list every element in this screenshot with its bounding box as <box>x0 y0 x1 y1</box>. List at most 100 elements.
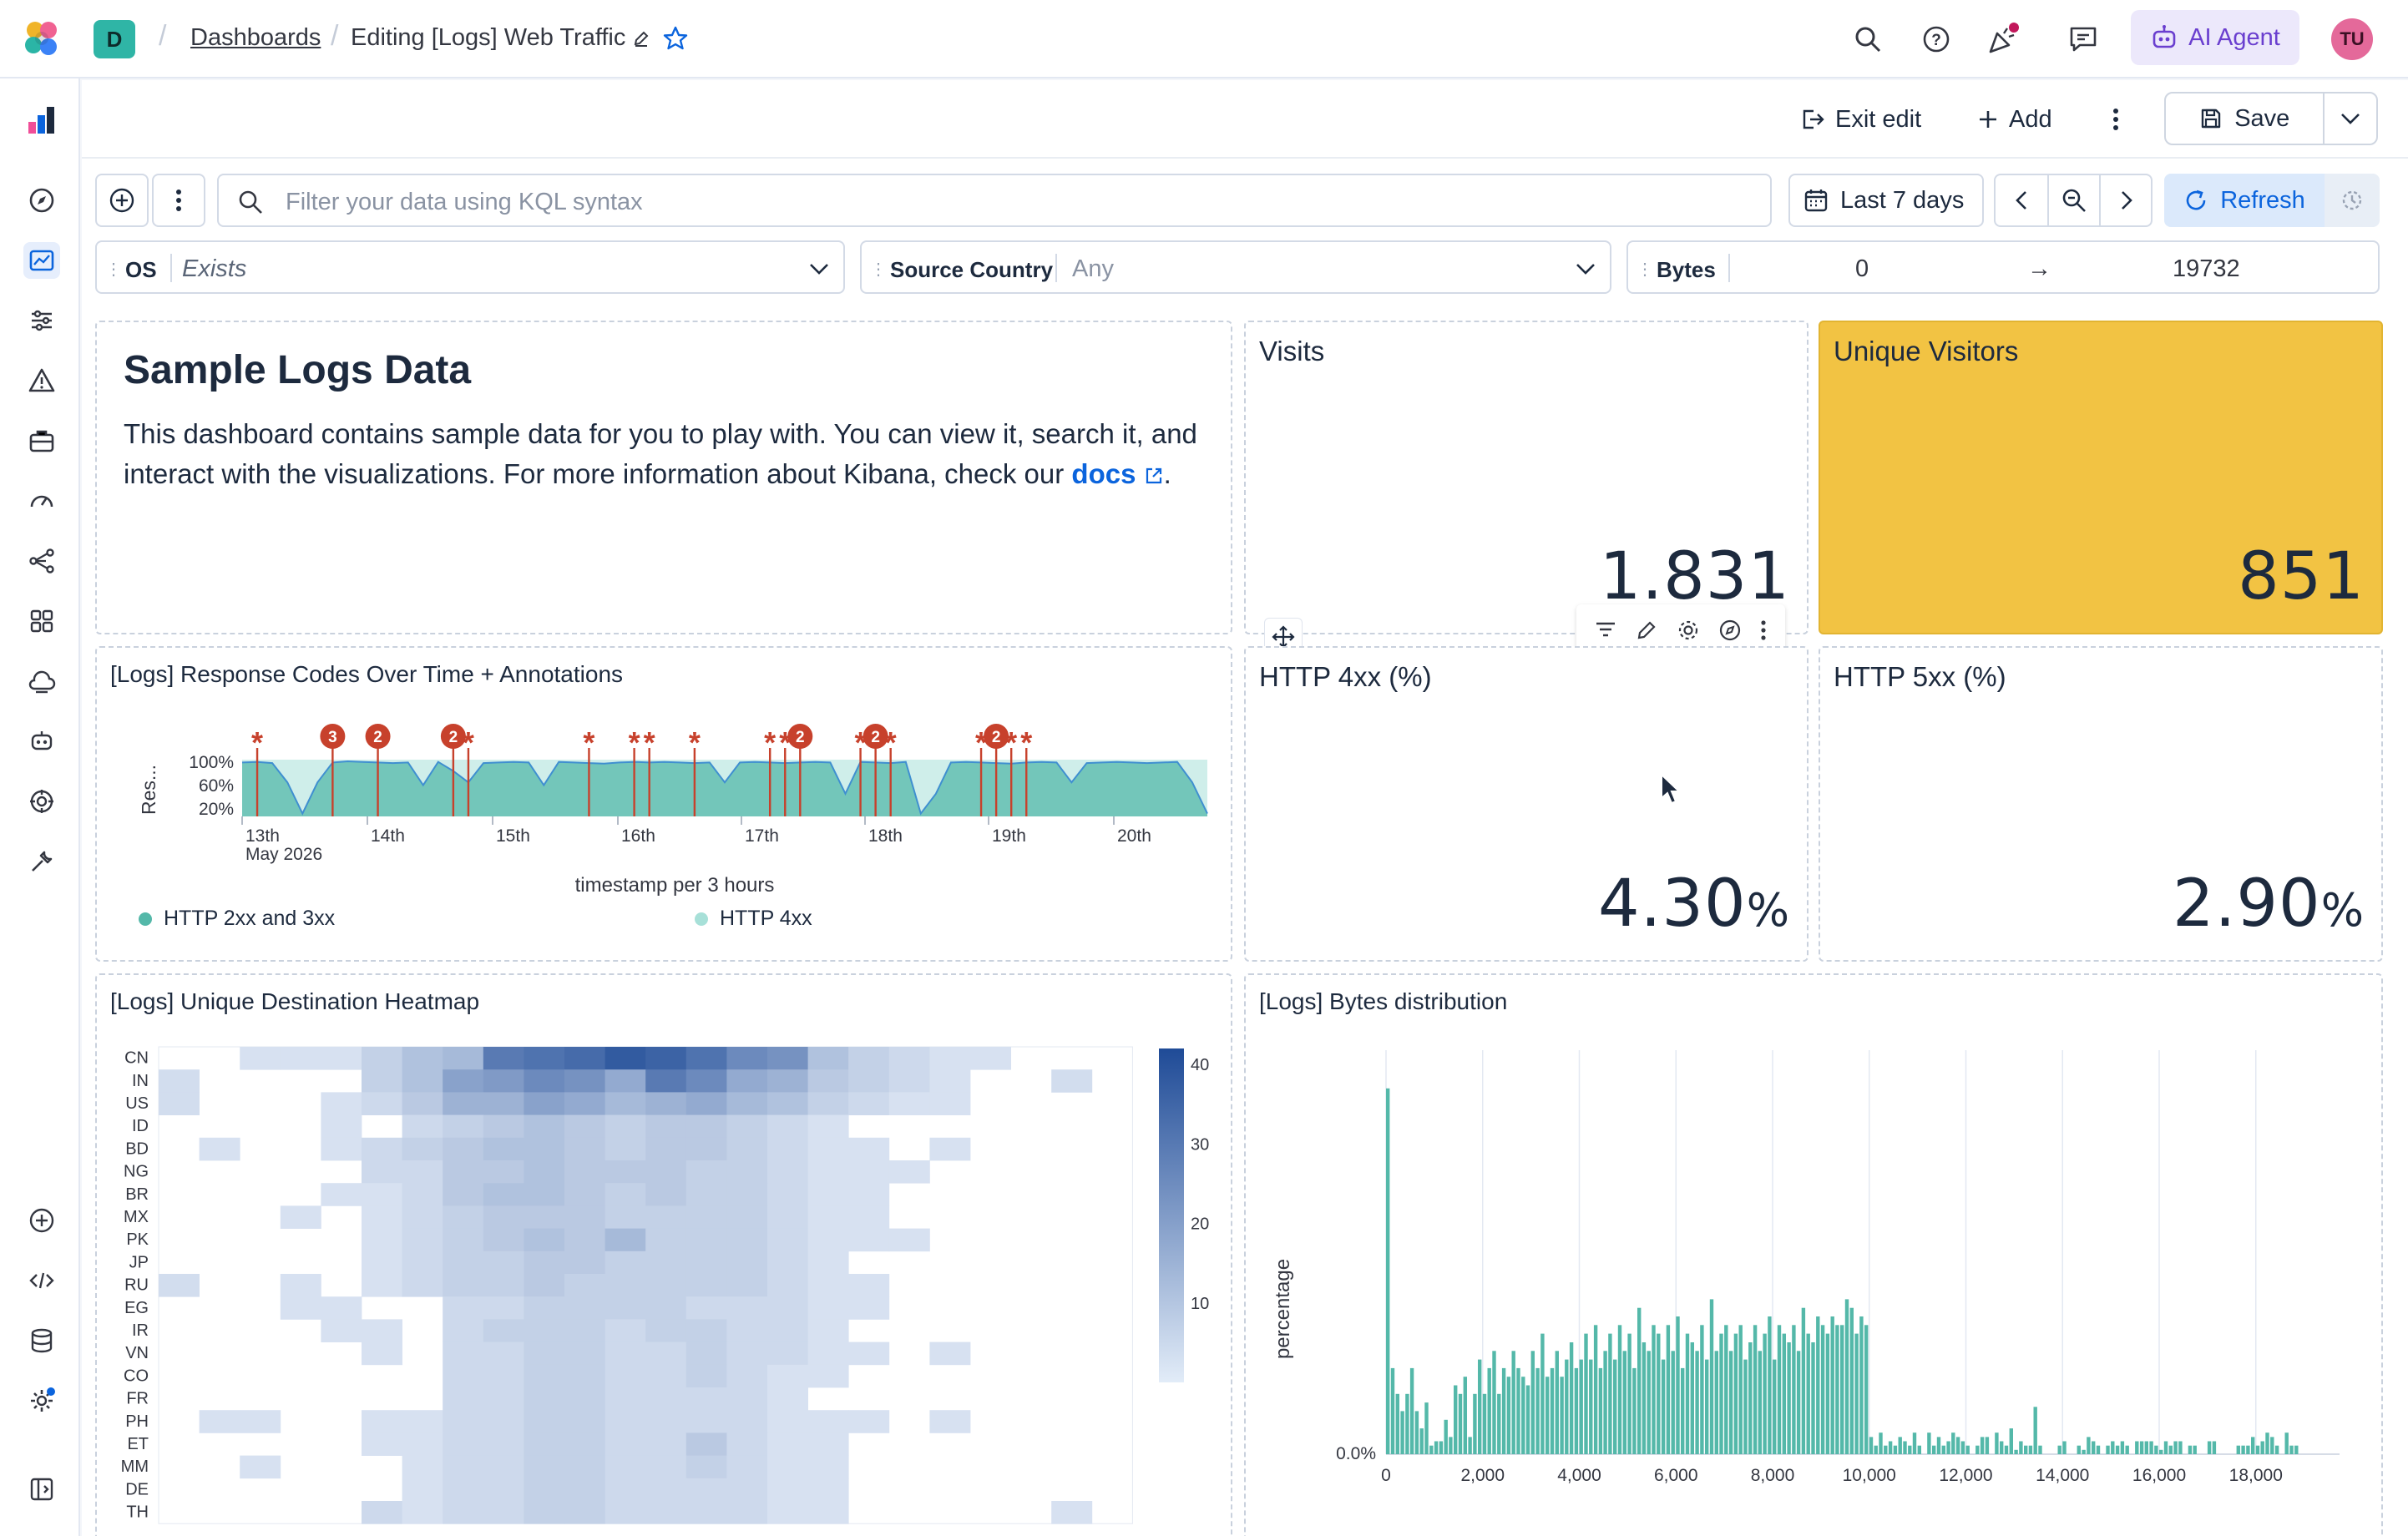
date-range-picker[interactable]: Last 7 days <box>1788 174 1984 227</box>
kql-search-input[interactable]: Filter your data using KQL syntax <box>217 174 1772 227</box>
save-options-chevron-down-icon[interactable] <box>2325 93 2376 144</box>
data-management-database-icon[interactable] <box>23 1322 60 1359</box>
refresh-button[interactable]: Refresh <box>2164 174 2325 227</box>
chevron-down-icon <box>808 262 830 275</box>
destination-heatmap-panel[interactable]: [Logs] Unique Destination Heatmap CN IN US… <box>95 973 1232 1536</box>
discover-compass-icon[interactable] <box>23 182 60 219</box>
alerts-warning-icon[interactable] <box>23 362 60 399</box>
dev-tools-wrench-icon[interactable] <box>23 843 60 880</box>
settings-gear-icon[interactable] <box>1677 619 1700 642</box>
machine-learning-robot-icon[interactable] <box>23 723 60 760</box>
save-label: Save <box>2234 104 2290 132</box>
help-icon[interactable]: ? <box>1919 22 1954 57</box>
heatmap-cell <box>483 1387 524 1411</box>
unique-visitors-metric-panel[interactable]: Unique Visitors 851 <box>1819 321 2383 634</box>
bytes-histogram-chart[interactable]: 0 2,000 4,000 6,000 8,000 10,000 12,000 14,000 1… <box>1246 975 2383 1536</box>
dashboards-icon[interactable] <box>23 242 60 279</box>
heatmap-cell <box>807 1455 849 1479</box>
bytes-max-input[interactable]: 19732 <box>2173 255 2240 282</box>
http-4xx-metric-panel[interactable]: HTTP 4xx (%) 4.30% <box>1244 646 1809 962</box>
y-tick-label: 100% <box>189 753 234 772</box>
drag-handle-icon[interactable]: ⋮⋮ <box>105 260 137 279</box>
histogram-bar <box>1671 1351 1675 1454</box>
infrastructure-icon[interactable] <box>23 663 60 700</box>
apps-grid-icon[interactable] <box>23 603 60 639</box>
cases-briefcase-icon[interactable] <box>23 422 60 459</box>
response-codes-chart[interactable]: 100% 60% 20% Res... 13th 14th 15th 16th 17th 18th… <box>97 648 1232 962</box>
series-2xx-line <box>241 760 1208 816</box>
edit-pencil-icon[interactable] <box>1635 619 1658 642</box>
analytics-solution-icon[interactable] <box>23 102 60 139</box>
feedback-chat-icon[interactable] <box>2066 22 2101 57</box>
heatmap-cell <box>767 1478 808 1502</box>
histogram-bar <box>1917 1445 1921 1454</box>
edit-title-icon[interactable] <box>632 29 650 48</box>
histogram-bar <box>1535 1367 1540 1454</box>
heatmap-cell <box>483 1410 524 1433</box>
histogram-bar <box>1395 1393 1399 1454</box>
legend-item-4xx[interactable]: HTTP 4xx <box>695 907 812 931</box>
zoom-out-icon[interactable] <box>2047 175 2101 225</box>
heatmap-cell <box>645 1069 687 1093</box>
drag-handle-icon[interactable]: ⋮⋮ <box>1637 260 1668 279</box>
space-avatar[interactable]: D <box>94 20 135 58</box>
heatmap-cell <box>929 1341 971 1366</box>
histogram-bar <box>1714 1351 1718 1454</box>
response-codes-panel[interactable]: [Logs] Response Codes Over Time + Annota… <box>95 646 1232 962</box>
bytes-range-control[interactable]: ⋮⋮ Bytes 0 → 19732 <box>1626 240 2380 294</box>
security-shield-icon[interactable] <box>23 783 60 820</box>
docs-link[interactable]: docs <box>1071 458 1163 489</box>
bytes-min-input[interactable]: 0 <box>1855 255 1869 282</box>
save-button[interactable]: Save <box>2166 93 2325 144</box>
heatmap-cell <box>443 1069 484 1093</box>
heatmap-chart[interactable]: CN IN US ID BD NG BR MX PK JP RU EG IR VN CO FR PH ET MM DE… <box>97 975 1232 1536</box>
bytes-distribution-panel[interactable]: [Logs] Bytes distribution 0 2,000 4,000 6,0… <box>1244 973 2383 1536</box>
filter-icon[interactable] <box>1594 619 1617 642</box>
histogram-bar <box>2255 1445 2260 1454</box>
add-panel-button[interactable]: Add <box>1977 99 2052 140</box>
apm-gauge-icon[interactable] <box>23 483 60 519</box>
visits-metric-panel[interactable]: Visits 1.831 <box>1244 321 1809 634</box>
developer-code-icon[interactable] <box>23 1262 60 1299</box>
news-feed-icon[interactable] <box>1986 22 2021 57</box>
search-icon[interactable] <box>1850 22 1885 57</box>
user-avatar[interactable]: TU <box>2331 18 2373 60</box>
heatmap-cell <box>443 1319 484 1342</box>
heatmap-cell <box>524 1183 565 1206</box>
breadcrumb-dashboards-link[interactable]: Dashboards <box>190 24 321 51</box>
os-control[interactable]: ⋮⋮ OS Exists <box>95 240 845 294</box>
http-5xx-unit: % <box>2320 884 2365 937</box>
next-period-chevron-right-icon[interactable] <box>2101 175 2153 225</box>
previous-period-chevron-left-icon[interactable] <box>1996 175 2047 225</box>
add-data-plus-icon[interactable] <box>23 1202 60 1239</box>
explore-compass-icon[interactable] <box>1718 619 1742 642</box>
panel-more-icon[interactable] <box>1759 619 1768 642</box>
heatmap-cell <box>443 1114 484 1139</box>
auto-refresh-icon[interactable] <box>2325 174 2380 227</box>
http-5xx-metric-panel[interactable]: HTTP 5xx (%) 2.90% <box>1819 646 2383 962</box>
heatmap-cell <box>605 1047 646 1070</box>
refresh-label: Refresh <box>2220 186 2305 214</box>
more-options-icon[interactable] <box>2111 99 2121 140</box>
source-country-control[interactable]: ⋮⋮ Source Country Any <box>860 240 1611 294</box>
heatmap-cell <box>726 1205 768 1229</box>
drag-handle-icon[interactable]: ⋮⋮ <box>870 260 902 279</box>
heatmap-cell <box>564 1387 605 1411</box>
y-tick-label: 20% <box>199 800 234 819</box>
legend-item-2xx[interactable]: HTTP 2xx and 3xx <box>139 907 335 931</box>
management-gear-icon[interactable] <box>23 1382 60 1419</box>
heatmap-cell <box>524 1274 565 1297</box>
heatmap-cell <box>807 1251 849 1275</box>
service-map-icon[interactable] <box>23 543 60 579</box>
y-axis-label: Res... <box>138 765 159 815</box>
visualize-library-icon[interactable] <box>23 302 60 339</box>
exit-edit-button[interactable]: Exit edit <box>1800 99 1921 140</box>
favorite-star-icon[interactable] <box>662 25 689 52</box>
collapse-nav-icon[interactable] <box>23 1471 60 1508</box>
unique-visitors-value: 851 <box>2238 539 2365 614</box>
query-menu-icon[interactable] <box>152 174 205 227</box>
ai-agent-button[interactable]: AI Agent <box>2131 10 2299 65</box>
add-filter-button[interactable] <box>95 174 149 227</box>
elastic-logo-icon[interactable] <box>22 20 62 58</box>
heatmap-cell <box>807 1410 849 1433</box>
